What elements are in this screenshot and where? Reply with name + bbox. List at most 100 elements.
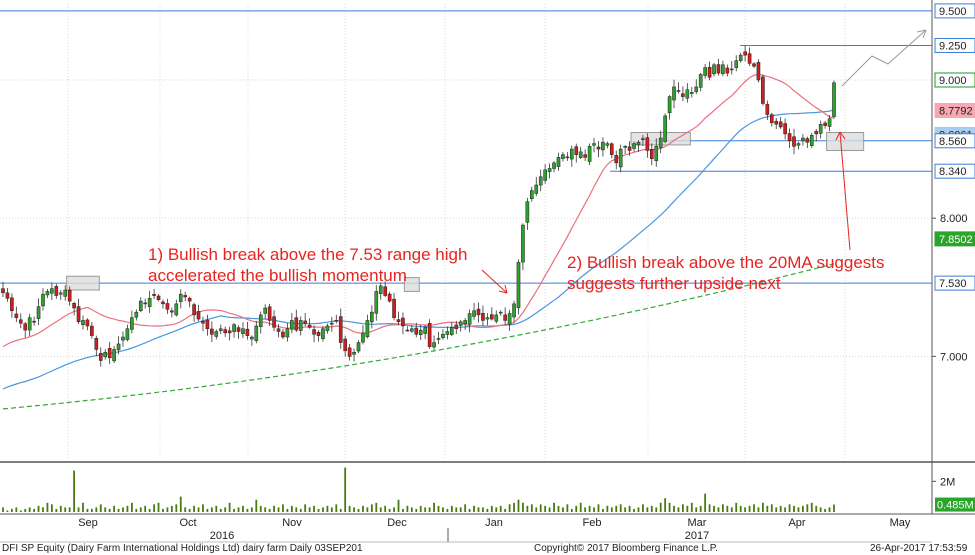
candle-body bbox=[605, 143, 610, 146]
candle-body bbox=[303, 320, 307, 324]
candle-body bbox=[503, 314, 507, 321]
annotation-2-line: 2) Bullish break above the 20MA suggests bbox=[567, 253, 885, 272]
price-tag-label: 8.7792 bbox=[939, 106, 973, 118]
candle-body bbox=[832, 82, 836, 117]
volume-bar bbox=[290, 505, 293, 512]
volume-bar bbox=[264, 507, 267, 512]
candle-body bbox=[552, 162, 556, 169]
volume-bar bbox=[366, 507, 369, 512]
ma50-line bbox=[2, 109, 835, 390]
volume-bar bbox=[268, 508, 271, 512]
candle-body bbox=[418, 329, 423, 335]
candle-body bbox=[396, 319, 401, 323]
vol-tick-label: 2M bbox=[940, 476, 955, 488]
candle-body bbox=[72, 303, 76, 309]
candle-body bbox=[423, 327, 427, 334]
volume-bar bbox=[90, 508, 93, 512]
volume-bar bbox=[402, 508, 404, 512]
volume-bars bbox=[2, 467, 835, 512]
consolidation-box bbox=[66, 275, 100, 291]
price-tag-label: 8.560 bbox=[939, 136, 967, 148]
volume-bar bbox=[673, 505, 675, 512]
candle-body bbox=[263, 307, 267, 314]
candle-body bbox=[543, 169, 547, 181]
volume-bar bbox=[619, 504, 622, 512]
volume-bar bbox=[28, 507, 31, 512]
volume-bar bbox=[535, 507, 538, 512]
candle-body bbox=[694, 86, 699, 92]
price-tag bbox=[934, 133, 975, 149]
candle-body bbox=[547, 168, 552, 172]
candle-body bbox=[490, 314, 494, 320]
candle-body bbox=[534, 184, 539, 194]
horizontal-levels bbox=[0, 10, 932, 284]
candle-body bbox=[76, 306, 81, 323]
volume-bar bbox=[766, 505, 769, 512]
volume-bar bbox=[304, 504, 307, 512]
candle-body bbox=[823, 122, 827, 126]
annotations: 1) Bullish break above the 7.53 range hi… bbox=[148, 29, 927, 294]
volume-bar bbox=[384, 505, 387, 512]
candle-body bbox=[467, 313, 472, 325]
volume-bar bbox=[46, 502, 49, 512]
candle-body bbox=[636, 141, 641, 146]
volume-bar bbox=[86, 508, 89, 512]
candle-body bbox=[156, 295, 161, 300]
volume-bar bbox=[64, 507, 67, 512]
candle-body bbox=[147, 298, 152, 307]
candle-body bbox=[436, 338, 441, 340]
candle-body bbox=[32, 320, 36, 323]
volume-bar bbox=[162, 508, 164, 512]
candle-body bbox=[307, 324, 312, 328]
volume-bar bbox=[784, 507, 787, 512]
candle-body bbox=[401, 317, 405, 327]
candle-body bbox=[689, 92, 694, 94]
candle-body bbox=[58, 292, 63, 295]
candle-body bbox=[63, 289, 68, 297]
candle-body bbox=[201, 320, 205, 324]
price-tag-label: 9.250 bbox=[939, 40, 967, 52]
volume-bar bbox=[95, 507, 98, 512]
volume-bar bbox=[50, 504, 53, 512]
price-tag bbox=[934, 3, 975, 19]
price-tag-label: 7.8502 bbox=[939, 234, 973, 246]
candle-body bbox=[103, 351, 108, 358]
candle-body bbox=[338, 316, 343, 343]
candle-body bbox=[596, 146, 601, 150]
volume-bar bbox=[330, 507, 333, 512]
volume-bar bbox=[504, 508, 507, 512]
timestamp: 26-Apr-2017 17:53:59 bbox=[870, 543, 968, 554]
volume-bar bbox=[735, 502, 738, 512]
volume-bar bbox=[473, 505, 475, 512]
volume-bar bbox=[388, 508, 391, 512]
candle-body bbox=[574, 146, 579, 155]
volume-bar bbox=[59, 505, 62, 512]
volume-bar bbox=[726, 505, 729, 512]
volume-bar bbox=[344, 467, 347, 512]
volume-bar bbox=[659, 502, 662, 512]
volume-bar bbox=[68, 507, 71, 512]
candle-body bbox=[14, 313, 19, 318]
month-label: Jan bbox=[485, 517, 503, 529]
volume-bar bbox=[104, 507, 107, 512]
volume-bar bbox=[224, 507, 227, 512]
candle-body bbox=[254, 325, 259, 342]
candle-body bbox=[370, 311, 374, 323]
volume-bar bbox=[717, 507, 720, 512]
volume-bar bbox=[433, 502, 435, 512]
candle-body bbox=[218, 328, 223, 331]
volume-bar bbox=[815, 505, 818, 512]
annotation-2-arrow bbox=[839, 131, 851, 251]
candle-body bbox=[183, 295, 188, 298]
candle-body bbox=[192, 304, 196, 316]
candle-body bbox=[98, 352, 103, 361]
candle-body bbox=[134, 311, 139, 318]
volume-bar bbox=[682, 504, 684, 512]
volume-bar bbox=[339, 508, 342, 512]
volume-bar bbox=[353, 507, 355, 512]
candle-body bbox=[321, 328, 325, 339]
projection-arrowhead bbox=[916, 29, 927, 39]
volume-bar bbox=[135, 508, 138, 512]
volume-bar bbox=[637, 507, 640, 512]
volume-bar bbox=[428, 507, 431, 512]
